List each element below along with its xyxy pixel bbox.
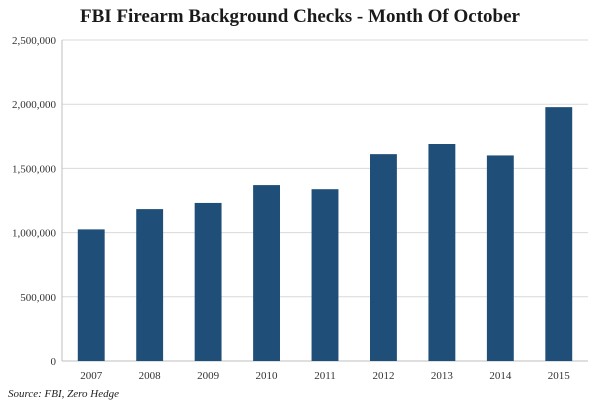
y-tick-label: 1,500,000: [12, 163, 57, 175]
bar: [77, 229, 105, 361]
x-tick-label: 2014: [489, 370, 512, 382]
bar: [486, 155, 514, 361]
x-tick-label: 2015: [548, 370, 571, 382]
bar: [253, 185, 280, 361]
y-tick-label: 500,000: [20, 292, 56, 304]
x-tick-label: 2007: [80, 370, 103, 382]
source-note: Source: FBI, Zero Hedge: [8, 388, 119, 400]
bar: [194, 202, 222, 361]
bar: [428, 144, 456, 361]
chart-title: FBI Firearm Background Checks - Month Of…: [80, 6, 520, 27]
y-tick-label: 0: [51, 356, 57, 368]
y-tick-label: 1,000,000: [12, 228, 57, 240]
bar: [545, 107, 573, 361]
x-tick-label: 2010: [256, 370, 279, 382]
bar: [370, 154, 397, 361]
y-tick-label: 2,500,000: [12, 35, 57, 47]
x-tick-label: 2008: [139, 370, 162, 382]
x-tick-label: 2013: [431, 370, 454, 382]
bar: [311, 189, 339, 361]
y-tick-label: 2,000,000: [12, 99, 57, 111]
x-tick-label: 2011: [314, 370, 336, 382]
x-tick-label: 2009: [197, 370, 220, 382]
x-tick-label: 2012: [372, 370, 394, 382]
bar: [136, 209, 164, 361]
